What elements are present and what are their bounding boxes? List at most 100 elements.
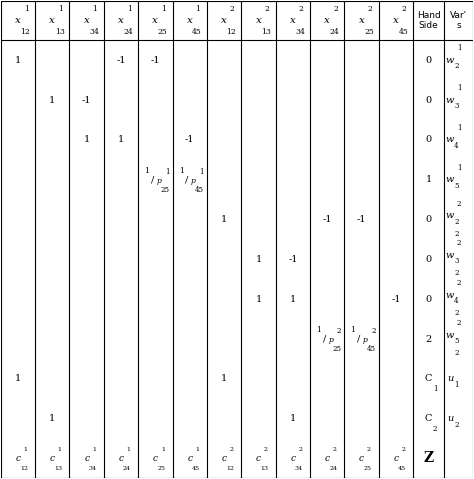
Text: 2: 2 [401, 447, 405, 453]
Text: p: p [157, 177, 162, 185]
Text: p: p [191, 177, 196, 185]
Text: 2: 2 [426, 334, 432, 343]
Text: 1: 1 [316, 326, 321, 334]
Text: 1: 1 [92, 447, 96, 453]
Text: 1: 1 [196, 5, 201, 13]
Text: c: c [187, 454, 192, 463]
Text: 1: 1 [221, 374, 227, 383]
Text: 0: 0 [426, 255, 432, 264]
Text: 13: 13 [261, 28, 271, 36]
Text: 2: 2 [454, 229, 459, 238]
Text: 1: 1 [24, 5, 28, 13]
Text: 45: 45 [398, 466, 406, 470]
Text: p: p [328, 336, 334, 344]
Text: x: x [255, 16, 262, 25]
Text: 2: 2 [454, 217, 459, 226]
Text: Var'
s: Var' s [450, 11, 467, 30]
Text: C: C [425, 414, 432, 423]
Text: 34: 34 [89, 28, 99, 36]
Text: x: x [221, 16, 227, 25]
Text: 2: 2 [454, 269, 459, 277]
Text: w: w [445, 56, 454, 65]
Text: 2: 2 [230, 5, 235, 13]
Text: 1: 1 [15, 56, 21, 65]
Text: 45: 45 [192, 28, 202, 36]
Text: 1: 1 [118, 136, 124, 145]
Text: 13: 13 [55, 28, 64, 36]
Text: 0: 0 [426, 56, 432, 65]
Text: 1: 1 [426, 175, 432, 184]
Text: 25: 25 [161, 186, 170, 194]
Text: -1: -1 [288, 255, 298, 264]
Text: 1: 1 [58, 447, 62, 453]
Text: 45: 45 [192, 466, 200, 470]
Text: w: w [445, 331, 454, 340]
Text: x: x [49, 16, 55, 25]
Text: 45: 45 [367, 345, 376, 353]
Text: Z: Z [424, 451, 434, 466]
Text: x: x [290, 16, 296, 25]
Text: 2: 2 [371, 327, 376, 335]
Text: 5: 5 [454, 182, 459, 190]
Text: C: C [425, 374, 432, 383]
Text: 1: 1 [457, 84, 462, 92]
Text: 2: 2 [333, 5, 338, 13]
Text: c: c [325, 454, 330, 463]
Text: 2: 2 [454, 309, 459, 317]
Text: x: x [359, 16, 365, 25]
Text: 0: 0 [426, 96, 432, 105]
Text: 34: 34 [89, 466, 97, 470]
Text: w: w [445, 175, 454, 184]
Text: c: c [393, 454, 399, 463]
Text: 1: 1 [83, 136, 90, 145]
Text: c: c [222, 454, 227, 463]
Text: 4: 4 [454, 142, 459, 150]
Text: c: c [84, 454, 89, 463]
Text: 3: 3 [454, 102, 459, 110]
Text: 2: 2 [457, 200, 462, 208]
Text: u: u [447, 374, 454, 383]
Text: 2: 2 [367, 5, 372, 13]
Text: 1: 1 [179, 167, 183, 175]
Text: 24: 24 [329, 466, 337, 470]
Text: c: c [50, 454, 55, 463]
Text: /: / [185, 175, 189, 184]
Text: 1: 1 [457, 45, 462, 52]
Text: 2: 2 [299, 5, 303, 13]
Text: 4: 4 [454, 297, 459, 305]
Text: 45: 45 [195, 186, 204, 194]
Text: 0: 0 [426, 136, 432, 145]
Text: -1: -1 [151, 56, 160, 65]
Text: 25: 25 [364, 28, 374, 36]
Text: 2: 2 [433, 424, 437, 433]
Text: 5: 5 [454, 337, 459, 345]
Text: 2: 2 [457, 279, 462, 287]
Text: 1: 1 [290, 414, 296, 423]
Text: x: x [393, 16, 399, 25]
Text: 2: 2 [298, 447, 302, 453]
Text: 1: 1 [127, 5, 132, 13]
Text: 45: 45 [398, 28, 408, 36]
Text: 1: 1 [433, 385, 437, 393]
Text: 1: 1 [351, 326, 356, 334]
Text: 0: 0 [426, 295, 432, 304]
Text: 1: 1 [23, 447, 27, 453]
Text: 1: 1 [49, 96, 55, 105]
Text: 2: 2 [454, 349, 459, 357]
Text: 1: 1 [195, 447, 199, 453]
Text: 2: 2 [367, 447, 371, 453]
Text: 2: 2 [402, 5, 407, 13]
Text: 1: 1 [92, 5, 97, 13]
Text: w: w [445, 251, 454, 260]
Text: 25: 25 [364, 466, 372, 470]
Text: 12: 12 [20, 28, 30, 36]
Text: 1: 1 [58, 5, 63, 13]
Text: x: x [84, 16, 90, 25]
Text: -1: -1 [82, 96, 91, 105]
Text: c: c [15, 454, 20, 463]
Text: 25: 25 [333, 345, 342, 353]
Text: c: c [359, 454, 364, 463]
Text: Hand
Side: Hand Side [417, 11, 440, 30]
Text: 1: 1 [161, 5, 166, 13]
Text: 1: 1 [165, 168, 170, 176]
